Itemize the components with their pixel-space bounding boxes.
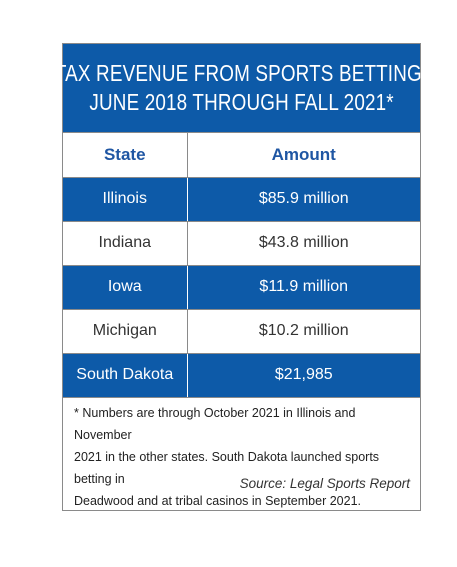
state-cell: Indiana (63, 221, 188, 266)
table-row: Michigan $10.2 million (63, 309, 420, 354)
amount-cell: $11.9 million (187, 265, 420, 310)
footnote-line-3: Deadwood and at tribal casinos in Septem… (74, 494, 361, 508)
table-header-row: State Amount (63, 133, 420, 178)
footnote-line-2: 2021 in the other states. South Dakota l… (74, 450, 380, 486)
footnote-line-1: * Numbers are through October 2021 in Il… (74, 406, 356, 442)
table-row: Illinois $85.9 million (63, 177, 420, 222)
title-line-1: TAX REVENUE FROM SPORTS BETTING: (55, 60, 428, 86)
revenue-table: State Amount Illinois $85.9 million Indi… (63, 133, 420, 398)
source-credit: Source: Legal Sports Report (239, 476, 410, 491)
amount-cell: $21,985 (187, 353, 420, 398)
state-cell: Iowa (63, 265, 188, 310)
state-cell: Illinois (63, 177, 188, 222)
amount-cell: $43.8 million (187, 221, 420, 266)
amount-cell: $10.2 million (187, 309, 420, 354)
amount-cell: $85.9 million (187, 177, 420, 222)
table-row: South Dakota $21,985 (63, 353, 420, 398)
card-header: TAX REVENUE FROM SPORTS BETTING: JUNE 20… (55, 44, 428, 133)
table-row: Iowa $11.9 million (63, 265, 420, 310)
table-row: Indiana $43.8 million (63, 221, 420, 266)
column-header-amount: Amount (187, 133, 420, 178)
title-line-2: JUNE 2018 THROUGH FALL 2021* (89, 89, 394, 115)
footnote: * Numbers are through October 2021 in Il… (74, 402, 412, 512)
state-cell: Michigan (63, 309, 188, 354)
state-cell: South Dakota (63, 353, 188, 398)
tax-revenue-card: TAX REVENUE FROM SPORTS BETTING: JUNE 20… (55, 43, 428, 512)
column-header-state: State (63, 133, 188, 178)
